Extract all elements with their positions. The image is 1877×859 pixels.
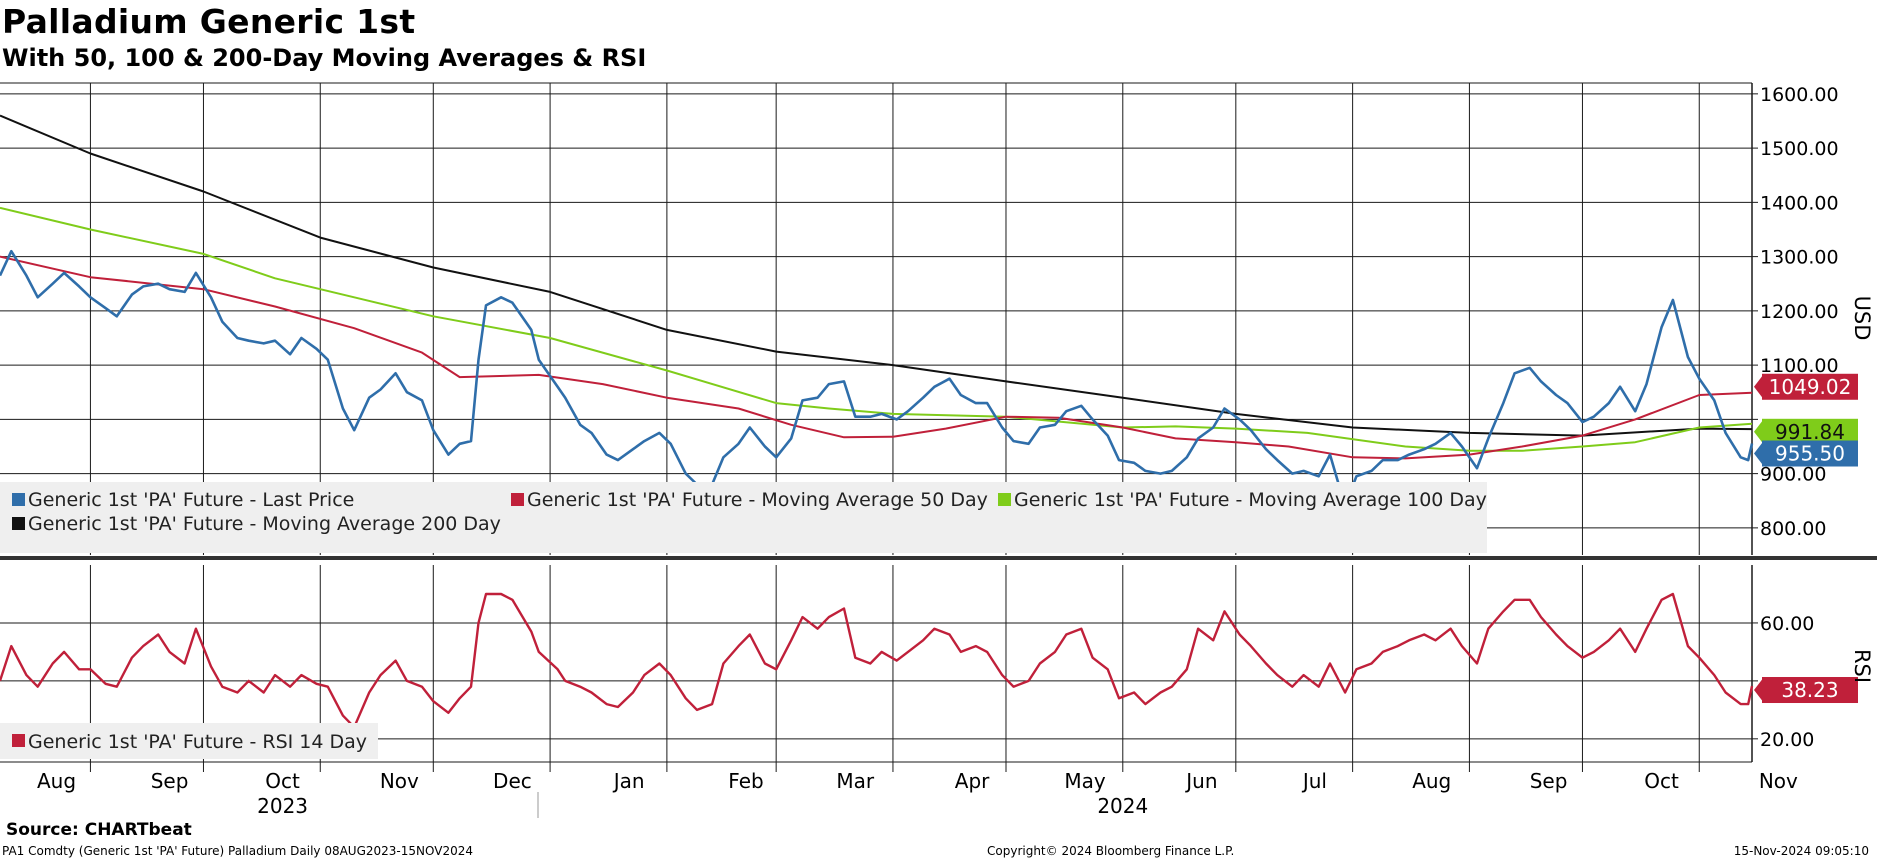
x-month-label-15: Nov [1759, 769, 1798, 793]
series-ma50-line [0, 255, 1753, 460]
series-rsi-line [0, 592, 1754, 729]
last-value-ma50-pointer [1754, 373, 1764, 400]
price-ytick-label-4: 1200.00 [1760, 301, 1839, 323]
price-ytick-label-5: 1300.00 [1760, 247, 1839, 269]
last-value-price-pointer [1754, 440, 1764, 467]
x-month-label-8: Apr [955, 769, 990, 793]
last-value-ma100-text: 991.84 [1775, 420, 1845, 444]
x-year-label-0: 2023 [257, 794, 308, 818]
x-month-label-2: Oct [265, 769, 300, 793]
x-month-label-7: Mar [836, 769, 875, 793]
x-month-label-9: May [1064, 769, 1106, 793]
x-month-label-10: Jun [1184, 769, 1217, 793]
last-value-ma50: 1049.02 [1754, 373, 1858, 400]
last-value-price-text: 955.50 [1775, 442, 1845, 466]
source-note: Source: CHARTbeat [6, 820, 192, 840]
last-value-ma100-pointer [1754, 418, 1764, 445]
legend-label-ma100: Generic 1st 'PA' Future - Moving Average… [1014, 489, 1487, 511]
legend-swatch-rsi [12, 734, 25, 747]
last-value-rsi: 38.23 [1754, 677, 1858, 704]
legend-label-ma200: Generic 1st 'PA' Future - Moving Average… [28, 513, 501, 535]
legend-swatch-ma100 [998, 493, 1011, 506]
legend-swatch-price [12, 493, 25, 506]
x-month-label-13: Sep [1530, 769, 1568, 793]
last-value-ma100: 991.84 [1754, 418, 1858, 445]
copyright-note: Copyright© 2024 Bloomberg Finance L.P. [987, 844, 1235, 858]
chart-title: Palladium Generic 1st [2, 2, 416, 41]
legend-label-ma50: Generic 1st 'PA' Future - Moving Average… [527, 489, 988, 511]
last-value-rsi-pointer [1754, 677, 1764, 704]
x-month-label-11: Jul [1301, 769, 1327, 793]
price-legend-box [0, 482, 1487, 553]
last-value-ma50-box [1762, 373, 1858, 400]
price-ytick-label-0: 800.00 [1760, 518, 1826, 540]
x-month-label-3: Nov [380, 769, 419, 793]
x-month-label-5: Jan [612, 769, 645, 793]
rsi-ytick-label-0: 20.00 [1760, 729, 1814, 751]
x-month-label-1: Sep [151, 769, 189, 793]
x-year-label-1: 2024 [1097, 794, 1148, 818]
last-value-price-box [1762, 440, 1858, 467]
x-month-label-14: Oct [1644, 769, 1679, 793]
rsi-y-axis-title: RSI [1850, 649, 1874, 683]
price-y-axis-title: USD [1850, 296, 1874, 341]
panel-divider [0, 556, 1877, 560]
price-ytick-label-3: 1100.00 [1760, 355, 1839, 377]
chart-subtitle: With 50, 100 & 200-Day Moving Averages &… [2, 44, 647, 72]
x-month-label-6: Feb [728, 769, 763, 793]
price-ytick-label-6: 1400.00 [1760, 192, 1839, 214]
price-ytick-label-1: 900.00 [1760, 464, 1826, 486]
price-ytick-label-8: 1600.00 [1760, 84, 1839, 106]
legend-label-price: Generic 1st 'PA' Future - Last Price [28, 489, 354, 511]
last-value-rsi-text: 38.23 [1781, 678, 1838, 702]
price-ytick-label-7: 1500.00 [1760, 138, 1839, 160]
legend-swatch-ma200 [12, 517, 25, 530]
legend-label-rsi: Generic 1st 'PA' Future - RSI 14 Day [28, 731, 367, 753]
series-price-line [0, 249, 1754, 508]
last-value-rsi-box [1762, 677, 1858, 704]
security-description: PA1 Comdty (Generic 1st 'PA' Future) Pal… [2, 844, 473, 858]
legend-swatch-ma50 [511, 493, 524, 506]
timestamp: 15-Nov-2024 09:05:10 [1733, 844, 1869, 858]
last-value-ma100-box [1762, 418, 1858, 445]
x-month-label-12: Aug [1412, 769, 1451, 793]
last-value-ma50-text: 1049.02 [1769, 375, 1852, 399]
x-month-label-4: Dec [493, 769, 532, 793]
rsi-ytick-label-2: 60.00 [1760, 613, 1814, 635]
series-ma200-line [0, 114, 1753, 437]
last-value-price: 955.50 [1754, 440, 1858, 467]
rsi-legend-box [0, 723, 378, 759]
x-month-label-0: Aug [37, 769, 76, 793]
